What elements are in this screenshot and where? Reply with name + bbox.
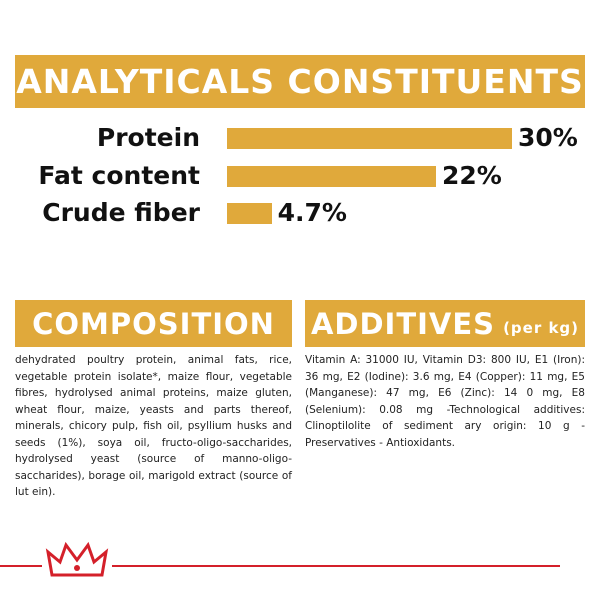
category-label: Fat content: [38, 161, 200, 190]
additives-text: Vitamin A: 31000 IU, Vitamin D3: 800 IU,…: [305, 354, 585, 449]
bar: [227, 203, 272, 224]
additives-title: ADDITIVES: [310, 306, 496, 341]
category-label: Crude fiber: [42, 198, 200, 227]
additives-subtitle: (per kg): [503, 318, 580, 337]
value-label: 22%: [442, 161, 502, 190]
category-label: Protein: [96, 123, 200, 152]
composition-text: dehydrated poultry protein, animal fats,…: [15, 354, 292, 498]
value-label: 30%: [518, 123, 578, 152]
composition-title: COMPOSITION: [15, 300, 292, 347]
bar: [227, 166, 436, 187]
chart-title: ANALYTICALS CONSTITUENTS: [15, 55, 585, 108]
additives-header: ADDITIVES (per kg): [305, 300, 585, 347]
value-label: 4.7%: [277, 198, 347, 227]
bar: [227, 128, 512, 149]
